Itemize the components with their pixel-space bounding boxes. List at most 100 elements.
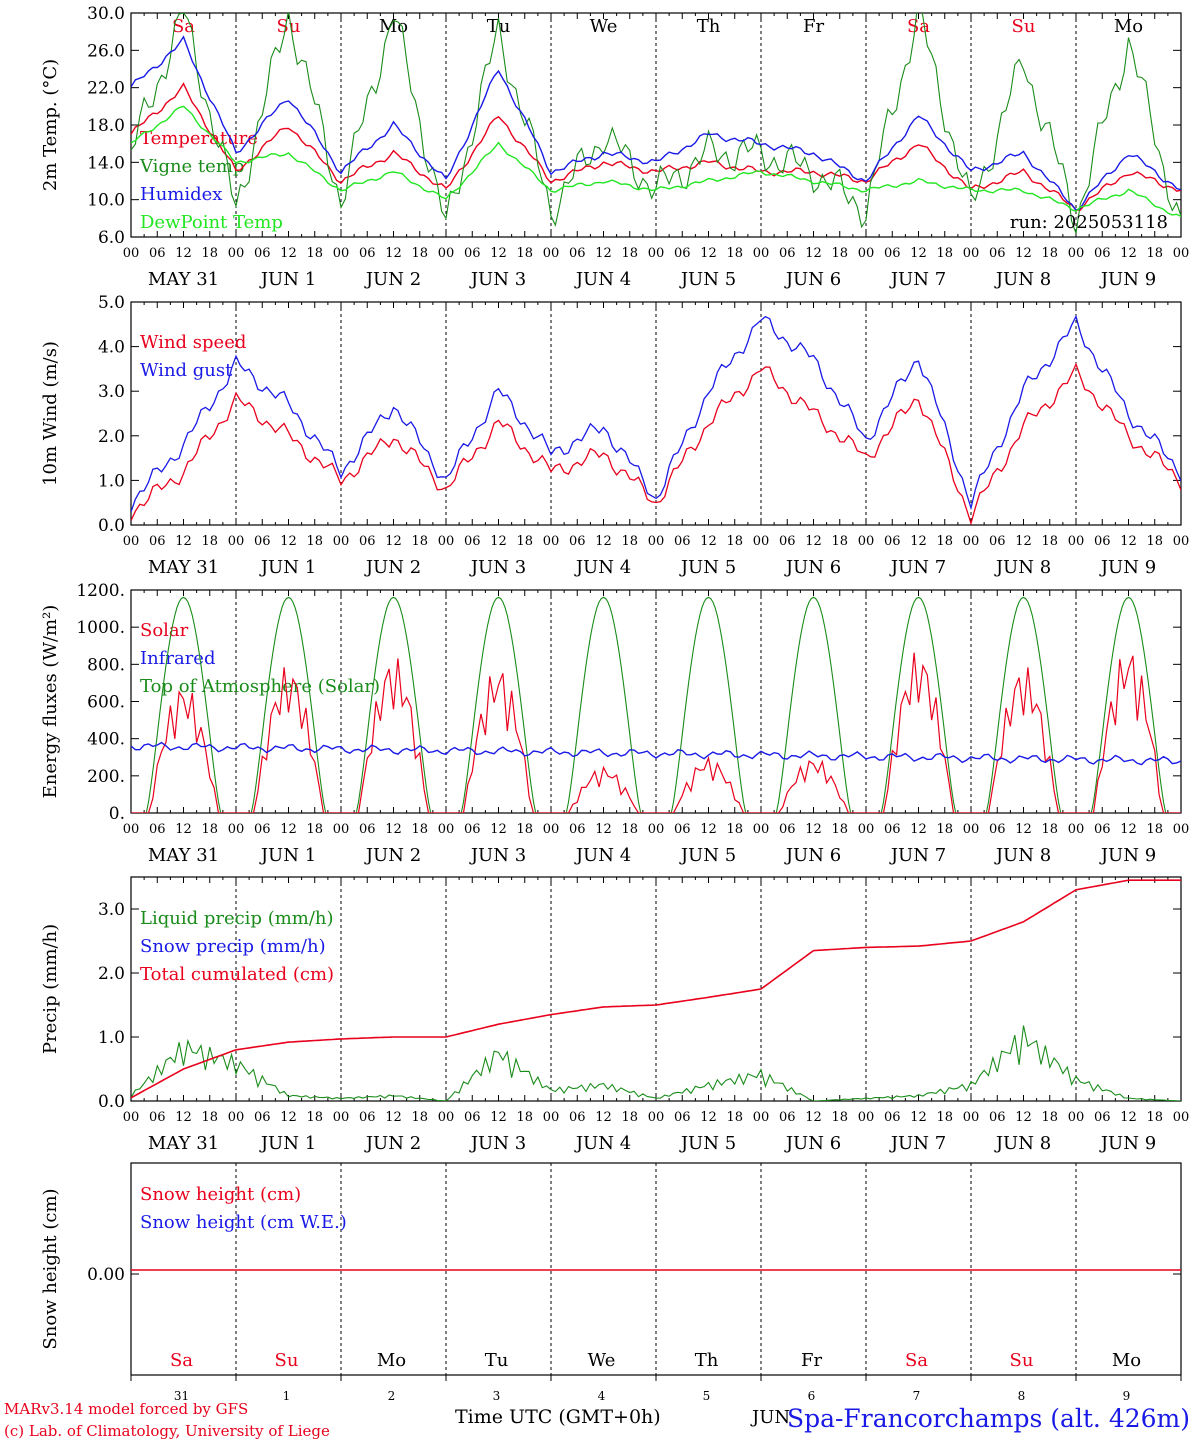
panel-1 [130,12,1182,238]
date-label: JUN 8 [994,845,1051,866]
hour-tick-label: 00 [648,246,665,261]
date-label: JUN 9 [1099,845,1156,866]
hour-tick-label: 12 [280,534,297,549]
legend-entry: Total cumulated (cm) [140,964,334,985]
hour-tick-label: 00 [228,1110,245,1125]
hour-tick-label: 12 [700,246,717,261]
hour-tick-label: 06 [149,246,166,261]
y-axis-label: 2m Temp. (°C) [40,59,61,191]
hour-tick-label: 00 [438,822,455,837]
hour-tick-label: 00 [228,534,245,549]
hour-tick-label: 18 [306,534,323,549]
hour-tick-label: 00 [963,246,980,261]
hour-tick-label: 12 [385,1110,402,1125]
hour-tick-label: 06 [674,534,691,549]
hour-tick-label: 06 [884,822,901,837]
hour-tick-label: 06 [884,246,901,261]
hour-tick-label: 00 [438,246,455,261]
y-tick-label: 2.0 [98,964,125,984]
hour-tick-label: 12 [595,1110,612,1125]
date-label: JUN 7 [889,845,946,866]
y-tick-label: 18.0 [87,116,125,136]
day-of-week-label: Su [1012,16,1036,37]
legend-entry: Wind gust [140,360,233,381]
y-tick-label: 4.0 [98,338,125,358]
hour-tick-label: 06 [674,822,691,837]
legend-entry: Humidex [140,184,222,205]
hour-tick-label: 00 [1068,534,1085,549]
hour-tick-label: 06 [779,1110,796,1125]
day-number-label: 31 [174,1389,189,1403]
hour-tick-label: 00 [753,1110,770,1125]
date-label: JUN 8 [994,557,1051,578]
date-label: JUN 7 [889,269,946,290]
hour-tick-label: 00 [333,534,350,549]
date-label: JUN 8 [994,1133,1051,1154]
hour-tick-label: 06 [674,1110,691,1125]
hour-tick-label: 00 [753,246,770,261]
hour-tick-label: 00 [858,1110,875,1125]
hour-tick-label: 00 [543,534,560,549]
hour-tick-label: 18 [936,1110,953,1125]
hour-tick-label: 18 [1146,1110,1163,1125]
legend-entry: Snow precip (mm/h) [140,936,326,957]
hour-tick-label: 12 [490,1110,507,1125]
day-number-label: 8 [1018,1389,1026,1403]
plot-frame [130,589,1182,814]
hour-tick-label: 00 [123,534,140,549]
hour-tick-label: 12 [1120,534,1137,549]
hour-tick-label: 06 [149,822,166,837]
series-line [131,596,1181,813]
hour-tick-label: 12 [175,822,192,837]
date-label: JUN 4 [574,269,631,290]
legend-entry: Vigne temp [139,156,244,177]
hour-tick-label: 12 [700,534,717,549]
date-label: JUN 5 [679,1133,736,1154]
y-tick-label: 400. [87,730,125,750]
hour-tick-label: 00 [648,822,665,837]
hour-tick-label: 06 [359,1110,376,1125]
legend-entry: Snow height (cm) [140,1184,301,1205]
hour-tick-label: 06 [464,534,481,549]
hour-tick-label: 12 [1120,246,1137,261]
y-tick-label: 3.0 [98,382,125,402]
y-axis-label: Precip (mm/h) [40,924,61,1054]
day-of-week-label: Mo [379,16,408,37]
plot-frame [130,12,1182,238]
hour-tick-label: 18 [726,246,743,261]
series-line [131,105,1181,218]
hour-tick-label: 06 [254,822,271,837]
plot-frame [130,301,1182,526]
hour-tick-label: 00 [1173,822,1190,837]
credit-line: (c) Lab. of Climatology, University of L… [4,1422,330,1440]
hour-tick-label: 00 [1173,1110,1190,1125]
day-of-week-label: Fr [803,16,824,37]
hour-tick-label: 18 [1146,822,1163,837]
legend-entry: Infrared [140,648,215,669]
y-tick-label: 0.0 [98,516,125,536]
date-label: JUN 3 [469,1133,526,1154]
hour-tick-label: 00 [1173,246,1190,261]
hour-tick-label: 00 [963,534,980,549]
y-tick-label: 0. [109,804,125,824]
y-tick-label: 1.0 [98,1028,125,1048]
hour-tick-label: 12 [910,246,927,261]
y-tick-label: 30.0 [87,4,125,24]
hour-tick-label: 18 [621,534,638,549]
day-of-week-label: Fr [801,1350,822,1371]
y-tick-label: 600. [87,693,125,713]
y-tick-label: 22.0 [87,79,125,99]
hour-tick-label: 12 [700,1110,717,1125]
hour-tick-label: 06 [464,246,481,261]
credit-line: MARv3.14 model forced by GFS [4,1400,248,1418]
day-number-label: 6 [808,1389,816,1403]
y-tick-label: 1200. [76,581,125,601]
hour-tick-label: 12 [910,822,927,837]
y-axis-label: 10m Wind (m/s) [40,341,61,486]
hour-tick-label: 12 [1015,246,1032,261]
day-number-label: 7 [913,1389,921,1403]
hour-tick-label: 00 [543,246,560,261]
hour-tick-label: 00 [333,822,350,837]
hour-tick-label: 06 [569,246,586,261]
hour-tick-label: 18 [306,822,323,837]
